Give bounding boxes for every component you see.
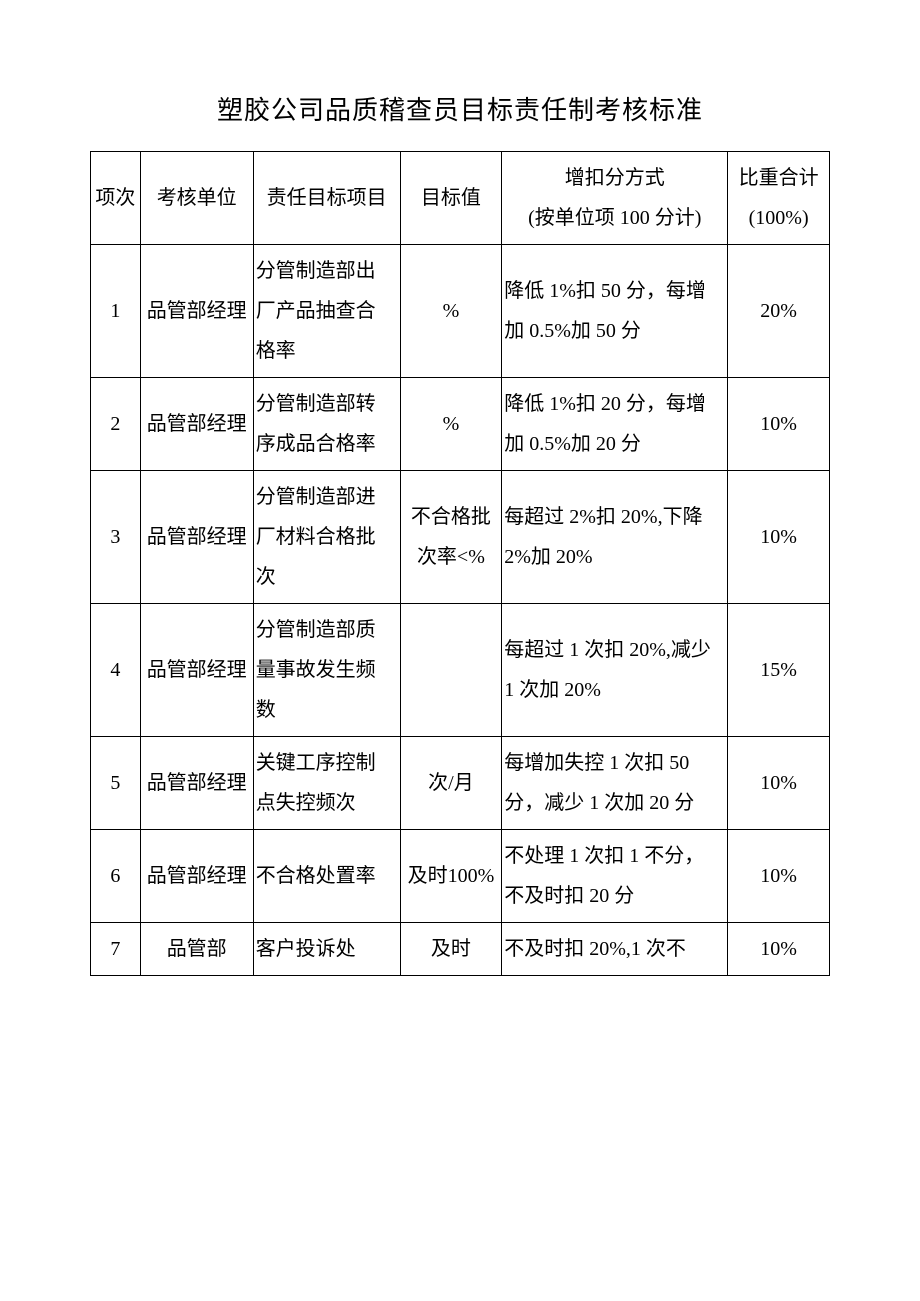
th-weight: 比重合计 (100%) bbox=[728, 152, 830, 245]
cell-item: 分管制造部转序成品合格率 bbox=[253, 378, 400, 471]
cell-weight: 10% bbox=[728, 737, 830, 830]
cell-item: 关键工序控制点失控频次 bbox=[253, 737, 400, 830]
cell-unit: 品管部 bbox=[140, 923, 253, 976]
cell-item: 不合格处置率 bbox=[253, 830, 400, 923]
cell-scoring: 降低 1%扣 20 分，每增加 0.5%加 20 分 bbox=[502, 378, 728, 471]
cell-scoring: 每超过 2%扣 20%,下降 2%加 20% bbox=[502, 471, 728, 604]
cell-target bbox=[400, 604, 502, 737]
table-row: 1品管部经理分管制造部出厂产品抽查合格率%降低 1%扣 50 分，每增加 0.5… bbox=[91, 245, 830, 378]
cell-weight: 10% bbox=[728, 378, 830, 471]
th-scoring: 增扣分方式 (按单位项 100 分计) bbox=[502, 152, 728, 245]
cell-item: 分管制造部出厂产品抽查合格率 bbox=[253, 245, 400, 378]
cell-target: % bbox=[400, 245, 502, 378]
th-target: 目标值 bbox=[400, 152, 502, 245]
cell-unit: 品管部经理 bbox=[140, 737, 253, 830]
cell-target: % bbox=[400, 378, 502, 471]
cell-target: 及时 bbox=[400, 923, 502, 976]
cell-weight: 10% bbox=[728, 471, 830, 604]
cell-item: 分管制造部进厂材料合格批次 bbox=[253, 471, 400, 604]
table-header: 项次 考核单位 责任目标项目 目标值 增扣分方式 (按单位项 100 分计) 比… bbox=[91, 152, 830, 245]
th-item: 责任目标项目 bbox=[253, 152, 400, 245]
cell-scoring: 不及时扣 20%,1 次不 bbox=[502, 923, 728, 976]
th-weight-l1: 比重合计 bbox=[739, 167, 819, 189]
cell-unit: 品管部经理 bbox=[140, 471, 253, 604]
th-unit: 考核单位 bbox=[140, 152, 253, 245]
cell-target: 及时100% bbox=[400, 830, 502, 923]
cell-scoring: 每增加失控 1 次扣 50 分，减少 1 次加 20 分 bbox=[502, 737, 728, 830]
cell-scoring: 不处理 1 次扣 1 不分，不及时扣 20 分 bbox=[502, 830, 728, 923]
cell-item: 分管制造部质量事故发生频数 bbox=[253, 604, 400, 737]
cell-item: 客户投诉处 bbox=[253, 923, 400, 976]
assessment-table: 项次 考核单位 责任目标项目 目标值 增扣分方式 (按单位项 100 分计) 比… bbox=[90, 151, 830, 976]
table-row: 3品管部经理分管制造部进厂材料合格批次不合格批次率<%每超过 2%扣 20%,下… bbox=[91, 471, 830, 604]
table-row: 7品管部客户投诉处及时不及时扣 20%,1 次不10% bbox=[91, 923, 830, 976]
cell-target: 次/月 bbox=[400, 737, 502, 830]
cell-unit: 品管部经理 bbox=[140, 830, 253, 923]
cell-scoring: 每超过 1 次扣 20%,减少 1 次加 20% bbox=[502, 604, 728, 737]
table-body: 1品管部经理分管制造部出厂产品抽查合格率%降低 1%扣 50 分，每增加 0.5… bbox=[91, 245, 830, 976]
cell-unit: 品管部经理 bbox=[140, 604, 253, 737]
table-row: 6品管部经理不合格处置率及时100%不处理 1 次扣 1 不分，不及时扣 20 … bbox=[91, 830, 830, 923]
cell-weight: 20% bbox=[728, 245, 830, 378]
cell-idx: 2 bbox=[91, 378, 141, 471]
th-weight-l2: (100%) bbox=[732, 198, 825, 238]
cell-idx: 7 bbox=[91, 923, 141, 976]
cell-idx: 1 bbox=[91, 245, 141, 378]
page-title: 塑胶公司品质稽查员目标责任制考核标准 bbox=[90, 90, 830, 127]
cell-weight: 10% bbox=[728, 830, 830, 923]
cell-idx: 5 bbox=[91, 737, 141, 830]
th-scoring-l2: (按单位项 100 分计) bbox=[506, 198, 723, 238]
cell-idx: 4 bbox=[91, 604, 141, 737]
table-row: 5品管部经理关键工序控制点失控频次次/月每增加失控 1 次扣 50 分，减少 1… bbox=[91, 737, 830, 830]
cell-weight: 10% bbox=[728, 923, 830, 976]
cell-idx: 3 bbox=[91, 471, 141, 604]
cell-weight: 15% bbox=[728, 604, 830, 737]
document-page: 塑胶公司品质稽查员目标责任制考核标准 项次 考核单位 责任目标项目 目标值 增扣… bbox=[0, 0, 920, 976]
table-row: 2品管部经理分管制造部转序成品合格率%降低 1%扣 20 分，每增加 0.5%加… bbox=[91, 378, 830, 471]
cell-idx: 6 bbox=[91, 830, 141, 923]
table-row: 4品管部经理分管制造部质量事故发生频数每超过 1 次扣 20%,减少 1 次加 … bbox=[91, 604, 830, 737]
cell-scoring: 降低 1%扣 50 分，每增加 0.5%加 50 分 bbox=[502, 245, 728, 378]
th-scoring-l1: 增扣分方式 bbox=[565, 167, 665, 189]
cell-unit: 品管部经理 bbox=[140, 245, 253, 378]
th-idx: 项次 bbox=[91, 152, 141, 245]
cell-target: 不合格批次率<% bbox=[400, 471, 502, 604]
cell-unit: 品管部经理 bbox=[140, 378, 253, 471]
